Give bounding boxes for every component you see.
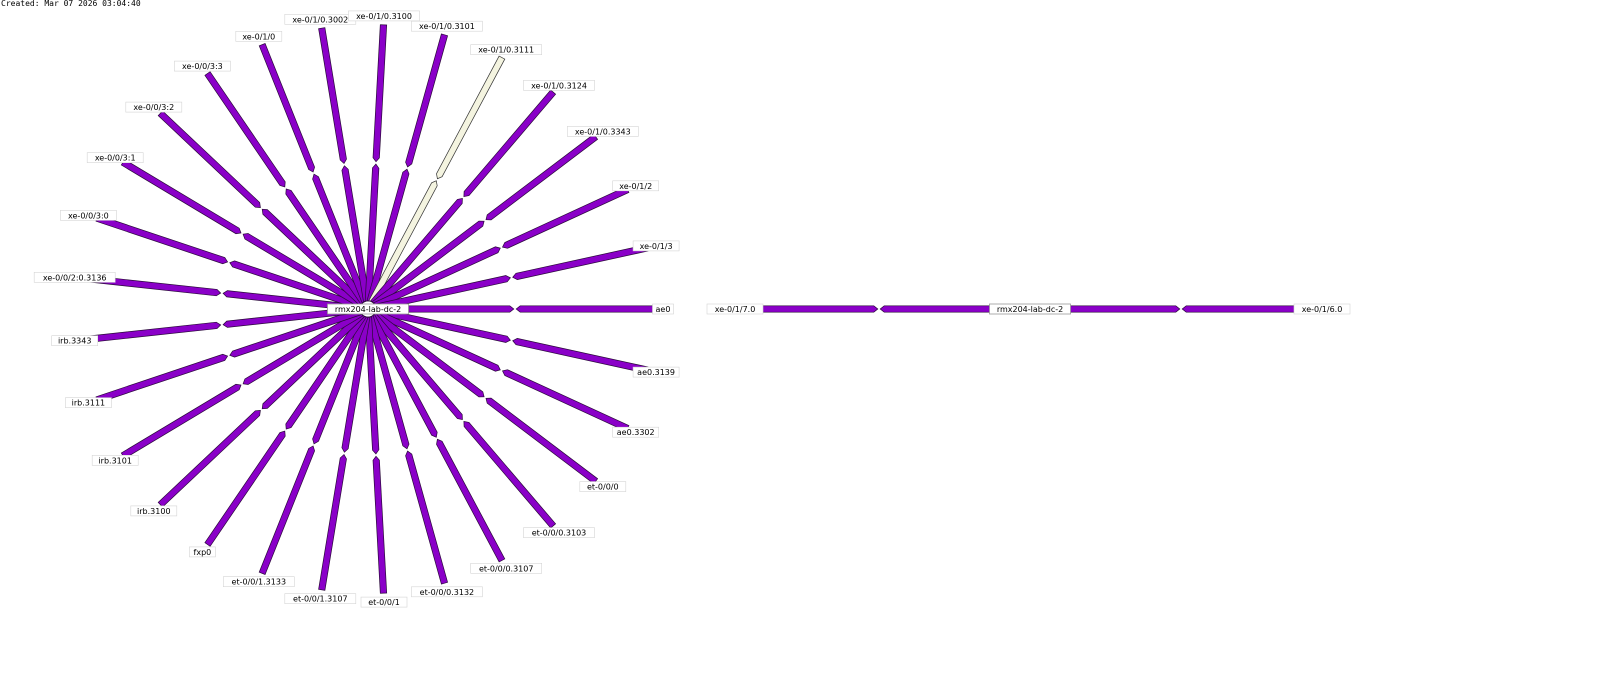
- interface-node-irb-3111-label: irb.3111: [72, 399, 106, 408]
- link-xe-0-1-0-3100[interactable]: [364, 24, 388, 302]
- interface-node-xe-0-1-0-3100[interactable]: xe-0/1/0.3100: [348, 10, 420, 22]
- link-ae0-3139[interactable]: [374, 307, 649, 374]
- interface-node-irb-3100[interactable]: irb.3100: [130, 505, 178, 517]
- interface-node-xe-0-1-3[interactable]: xe-0/1/3: [632, 240, 680, 252]
- linear-interface-graph: xe-0/1/7.0 xe-0/1/6.0 rmx204-lab-dc-2: [706, 303, 1351, 315]
- interface-node-ae0-3302[interactable]: ae0.3302: [612, 426, 660, 438]
- link-xe-0-1-0-3111[interactable]: [368, 55, 506, 304]
- interface-node-ae0-3139-label: ae0.3139: [637, 368, 675, 377]
- radial-links: [82, 24, 655, 594]
- interface-node-xe-0-0-2-0-3136-label: xe-0/0/2:0.3136: [43, 273, 107, 282]
- interface-node-xe-0-1-6-0-label: xe-0/1/6.0: [1302, 305, 1343, 314]
- interface-node-xe-0-1-0-3343-label: xe-0/1/0.3343: [575, 127, 631, 136]
- link-et-0-0-0[interactable]: [371, 310, 599, 485]
- interface-node-xe-0-1-0-3343[interactable]: xe-0/1/0.3343: [566, 126, 639, 137]
- interface-node-xe-0-1-0[interactable]: xe-0/1/0: [235, 30, 283, 42]
- interface-node-et-0-0-1-3107-label: et-0/0/1.3107: [293, 595, 348, 604]
- link-xe-0-1-0-3124[interactable]: [370, 89, 557, 306]
- link-irb-3101[interactable]: [120, 309, 364, 459]
- interface-node-xe-0-1-0-label: xe-0/1/0: [242, 32, 275, 41]
- hub-node[interactable]: rmx204-lab-dc-2: [327, 303, 409, 315]
- interface-node-et-0-0-0-3107[interactable]: et-0/0/0.3107: [470, 562, 543, 574]
- interface-node-ae0-label: ae0: [656, 305, 671, 314]
- link-xe-0-1-0[interactable]: [258, 43, 369, 304]
- interface-node-xe-0-1-0-3111[interactable]: xe-0/1/0.3111: [470, 44, 543, 56]
- link-et-0-0-1[interactable]: [364, 316, 388, 594]
- radial-interface-graph: ae0 ae0.3139 ae0.3302 et-0/0/0 et-0/0/0.3103…: [33, 10, 680, 608]
- interface-node-et-0-0-0-label: et-0/0/0: [587, 483, 619, 492]
- interface-node-xe-0-0-3-1-label: xe-0/0/3:1: [95, 154, 136, 163]
- link-et-0-0-1-3133[interactable]: [258, 314, 369, 575]
- link-et-0-0-0-3132[interactable]: [366, 315, 449, 585]
- link-ae0[interactable]: [375, 305, 655, 313]
- interface-node-xe-0-1-6-0[interactable]: xe-0/1/6.0: [1293, 303, 1351, 315]
- interface-node-fxp0-label: fxp0: [194, 548, 212, 557]
- interface-node-irb-3343[interactable]: irb.3343: [51, 335, 99, 347]
- interface-node-et-0-0-0-3103[interactable]: et-0/0/0.3103: [523, 527, 595, 539]
- interface-node-et-0-0-0-3103-label: et-0/0/0.3103: [532, 529, 587, 538]
- link-et-0-0-0-3103[interactable]: [370, 312, 557, 529]
- interface-node-et-0-0-0-3132-label: et-0/0/0.3132: [420, 588, 475, 597]
- interface-node-xe-0-0-2-0-3136[interactable]: xe-0/0/2:0.3136: [33, 271, 116, 283]
- created-timestamp: Created: Mar 07 2026 03:04:40: [1, 0, 141, 8]
- interface-node-xe-0-1-0-3124[interactable]: xe-0/1/0.3124: [523, 80, 595, 91]
- interface-node-xe-0-0-3-2-label: xe-0/0/3:2: [133, 103, 174, 112]
- interface-node-xe-0-0-3-2[interactable]: xe-0/0/3:2: [125, 101, 183, 113]
- interface-node-fxp0[interactable]: fxp0: [189, 546, 216, 558]
- interface-node-et-0-0-1-3107[interactable]: et-0/0/1.3107: [284, 593, 357, 605]
- radial-labels: ae0 ae0.3139 ae0.3302 et-0/0/0 et-0/0/0.3103…: [33, 10, 680, 608]
- interface-node-xe-0-1-2-label: xe-0/1/2: [619, 182, 652, 191]
- interface-node-xe-0-1-0-3002-label: xe-0/1/0.3002: [292, 15, 348, 24]
- interface-node-xe-0-1-7-0[interactable]: xe-0/1/7.0: [706, 303, 764, 315]
- interface-node-xe-0-1-0-3124-label: xe-0/1/0.3124: [531, 81, 587, 90]
- interface-node-et-0-0-1-3133[interactable]: et-0/0/1.3133: [223, 576, 295, 588]
- link-et-0-0-0-3107[interactable]: [368, 314, 506, 563]
- interface-node-xe-0-1-2[interactable]: xe-0/1/2: [612, 180, 660, 192]
- interface-node-ae0-3302-label: ae0.3302: [617, 428, 655, 437]
- interface-node-xe-0-0-3-0-label: xe-0/0/3:0: [68, 211, 109, 220]
- interface-node-et-0-0-0-3132[interactable]: et-0/0/0.3132: [411, 586, 483, 598]
- link-xe-0-1-7-0[interactable]: [757, 305, 1001, 313]
- link-xe-0-1-0-3002[interactable]: [318, 27, 371, 302]
- hub-node-2-label: rmx204-lab-dc-2: [997, 305, 1063, 314]
- link-xe-0-1-0-3343[interactable]: [371, 133, 599, 308]
- interface-node-et-0-0-1[interactable]: et-0/0/1: [360, 596, 408, 608]
- interface-node-ae0-3139[interactable]: ae0.3139: [632, 366, 680, 378]
- link-et-0-0-1-3107[interactable]: [318, 316, 371, 591]
- link-irb-3100[interactable]: [157, 311, 365, 508]
- interface-node-irb-3100-label: irb.3100: [137, 507, 171, 516]
- hub-node-label: rmx204-lab-dc-2: [335, 305, 401, 314]
- hub-node-2[interactable]: rmx204-lab-dc-2: [989, 303, 1071, 315]
- interface-node-et-0-0-0-3107-label: et-0/0/0.3107: [479, 564, 534, 573]
- interface-node-xe-0-1-0-3100-label: xe-0/1/0.3100: [356, 12, 412, 21]
- interface-node-irb-3343-label: irb.3343: [58, 337, 92, 346]
- interface-node-irb-3101-label: irb.3101: [98, 456, 132, 465]
- interface-node-ae0[interactable]: ae0: [652, 303, 674, 315]
- link-xe-0-1-0-3101[interactable]: [366, 33, 449, 303]
- interface-node-xe-0-1-3-label: xe-0/1/3: [640, 242, 673, 251]
- link-xe-0-1-2[interactable]: [373, 186, 630, 309]
- link-fxp0[interactable]: [204, 313, 367, 547]
- interface-node-irb-3101[interactable]: irb.3101: [91, 454, 139, 466]
- interface-node-irb-3111[interactable]: irb.3111: [65, 397, 112, 409]
- interface-node-xe-0-0-3-0[interactable]: xe-0/0/3:0: [60, 210, 117, 221]
- interface-node-xe-0-1-0-3111-label: xe-0/1/0.3111: [478, 46, 534, 55]
- interface-node-xe-0-1-0-3101-label: xe-0/1/0.3101: [419, 22, 475, 31]
- interface-node-xe-0-1-0-3002[interactable]: xe-0/1/0.3002: [284, 14, 357, 25]
- interface-node-xe-0-1-7-0-label: xe-0/1/7.0: [715, 305, 756, 314]
- interface-node-xe-0-0-3-3-label: xe-0/0/3:3: [182, 62, 223, 71]
- interface-node-et-0-0-1-label: et-0/0/1: [368, 598, 400, 607]
- interface-node-et-0-0-1-3133-label: et-0/0/1.3133: [232, 578, 287, 587]
- interface-node-et-0-0-0[interactable]: et-0/0/0: [579, 481, 627, 492]
- link-xe-0-1-6-0[interactable]: [1061, 305, 1301, 313]
- interface-node-xe-0-1-0-3101[interactable]: xe-0/1/0.3101: [411, 20, 483, 32]
- interface-node-xe-0-0-3-1[interactable]: xe-0/0/3:1: [86, 152, 144, 163]
- link-irb-3111[interactable]: [95, 308, 362, 404]
- interface-node-xe-0-0-3-3[interactable]: xe-0/0/3:3: [174, 60, 231, 72]
